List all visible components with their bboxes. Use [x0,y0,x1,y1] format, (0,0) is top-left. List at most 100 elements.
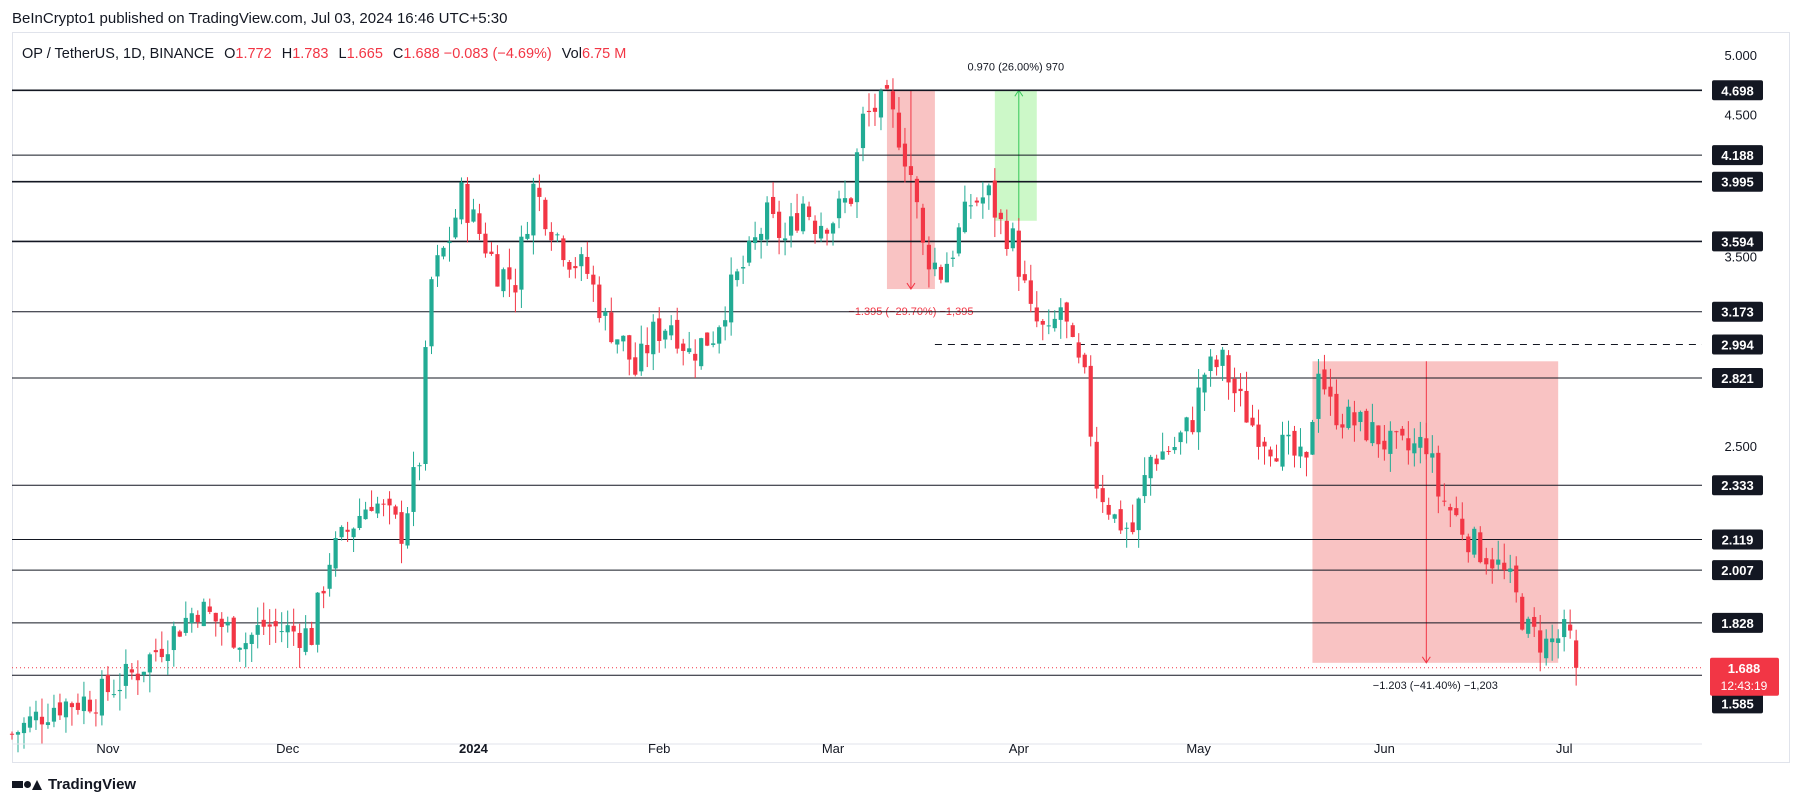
candle-body [1568,624,1573,631]
current-price-text: 1.688 [1728,661,1761,676]
candle-body [585,256,590,274]
candle-body [165,654,170,661]
candle-body [800,203,806,232]
candle-body [1310,421,1315,455]
candle-body [806,206,812,217]
candle-body [261,619,266,627]
candle-body [1502,562,1507,570]
candle-body [1184,417,1189,432]
symbol-label[interactable]: OP / TetherUS, 1D, BINANCE [22,46,215,62]
candle-body [860,113,866,149]
level-price-label [1712,231,1763,252]
candle-body [1094,441,1099,489]
candle-body [1454,508,1459,516]
close-value: 1.688 [403,46,440,62]
level-price-label [1712,171,1763,192]
candle-body [944,263,949,283]
candle-body [591,274,596,285]
candle-body [1376,425,1381,445]
candle-body [1550,638,1555,643]
candle-body [1076,342,1081,358]
candle-body [405,513,410,546]
x-tick-label: Jul [1556,741,1573,756]
x-tick-label: Feb [648,741,670,756]
candle-body [968,205,973,207]
volume-key: Vol [561,46,582,62]
ohlc-legend: OP / TetherUS, 1D, BINANCE O1.772 H1.783… [22,46,626,62]
candle-body [1070,325,1075,337]
candle-body [651,321,656,355]
candle-body [105,674,110,693]
candle-body [129,669,134,673]
change-value: −0.083 (−4.69%) [443,46,552,62]
candle-body [1532,616,1537,627]
candle-body [207,606,212,612]
candle-body [932,262,938,270]
candle-body [782,238,788,241]
candle-body [765,202,770,240]
low-key: L [338,46,347,62]
level-price-text: 2.821 [1721,371,1754,386]
candle-body [1292,430,1297,456]
candle-body [525,233,530,239]
candle-body [195,614,200,622]
candle-body [291,625,296,632]
candle-body [537,187,542,197]
candle-body [519,236,524,290]
candle-body [926,244,932,270]
candle-body [1112,514,1117,519]
candle-body [201,601,206,627]
candle-body [1172,447,1177,451]
candle-body [441,247,446,257]
candle-body [93,712,98,714]
candle-body [1190,420,1195,433]
tradingview-footer[interactable]: TradingView [12,776,136,793]
candle-body [818,225,824,239]
candle-body [693,353,698,361]
candle-body [555,234,560,236]
candle-body [1412,443,1417,454]
candle-body [285,625,290,633]
candle-body [597,284,602,319]
candle-body [759,233,764,241]
candle-body [483,233,488,254]
candle-body [1118,509,1123,531]
candle-body [477,213,482,234]
candle-body [1010,228,1015,249]
candle-body [1262,441,1267,447]
candle-body [1388,430,1393,454]
candle-body [950,257,955,259]
level-price-label [1712,693,1763,714]
candle-body [1130,522,1135,533]
candle-body [501,269,506,292]
candle-body [465,183,470,223]
candle-body [992,180,997,218]
candle-body [753,237,758,244]
candle-body [794,213,800,231]
candle-body [938,266,943,280]
candle-body [279,631,284,633]
candle-body [633,357,638,375]
candle-body [1520,596,1525,630]
high-value: 1.783 [292,46,329,62]
candle-body [1058,307,1063,320]
candle-body [956,227,961,254]
candle-body [747,240,752,263]
candle-body [878,90,884,118]
candle-body [423,347,428,465]
candle-body [1346,406,1351,428]
candle-body [729,274,734,323]
candle-body [1166,450,1171,452]
x-tick-label: May [1186,741,1211,756]
candle-body [771,196,776,214]
x-tick-label: Jun [1374,741,1395,756]
candle-body [297,632,302,648]
candle-body [1562,619,1567,638]
candle-body [579,254,584,267]
candle-body [81,696,87,712]
candle-body [1466,536,1471,553]
candle-body [1280,434,1285,467]
candle-body [1442,500,1447,502]
candle-body [507,267,512,280]
